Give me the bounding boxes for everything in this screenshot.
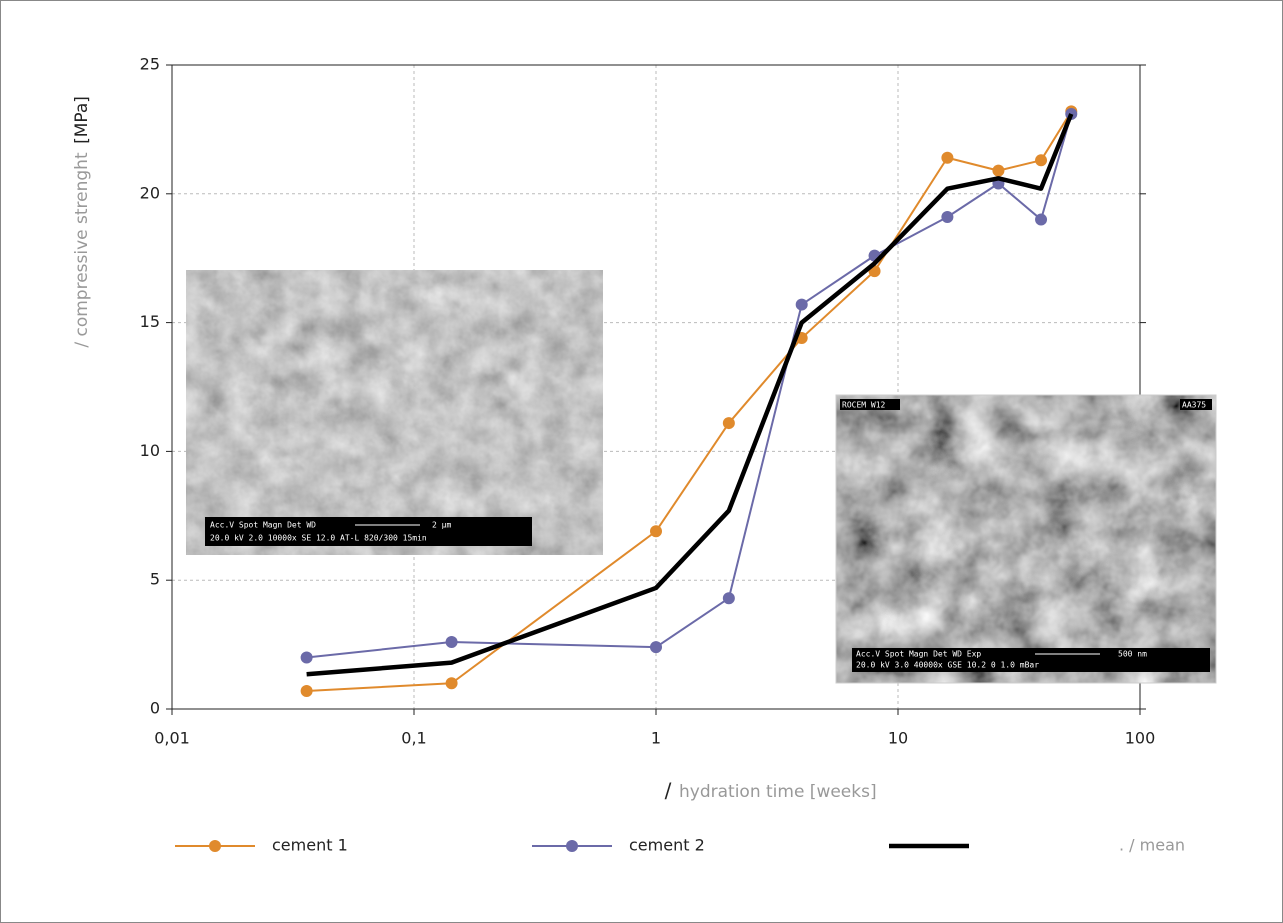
x-tick-label: 1 [651,729,661,748]
caption: AA375 [1182,401,1206,410]
caption: 500 nm [1118,650,1147,659]
legend-marker [566,840,578,852]
y-tick-label: 0 [150,699,160,718]
y-tick-label: 5 [150,570,160,589]
sem-photo [836,395,1216,683]
y-axis-label: / compressive strenght [72,152,92,348]
y-tick-label: 10 [140,441,160,460]
data-point [301,685,313,697]
inset-image: ROCEM W12 AA375 Acc.V Spot Magn Det WD E… [836,395,1216,683]
data-point [650,525,662,537]
y-axis-unit: [MPa] [72,96,92,144]
data-point [1035,154,1047,166]
x-axis-label-slash: / [665,779,672,803]
data-point [723,592,735,604]
data-point [301,651,313,663]
chart: 0 5 10 15 20 25 0,01 0,1 1 10 100 Acc.V Spot Magn … [0,0,1283,923]
caption: Acc.V Spot Magn Det WD [210,521,316,530]
x-tick-label: 0,01 [154,729,190,748]
y-tick-label: 20 [140,183,160,202]
caption: 2 µm [432,521,451,530]
x-axis-label: hydration time [weeks] [679,782,877,802]
data-point [941,152,953,164]
data-point [1035,214,1047,226]
inset-image: Acc.V Spot Magn Det WD 2 µm 20.0 kV 2.0 … [186,270,603,555]
caption: 20.0 kV 3.0 40000x GSE 10.2 0 1.0 mBar [856,661,1039,670]
data-point [992,165,1004,177]
caption: 20.0 kV 2.0 10000x SE 12.0 AT-L 820/300 … [210,534,427,543]
data-point [941,211,953,223]
data-point [723,417,735,429]
caption: ROCEM W12 [842,401,886,410]
y-tick-label: 15 [140,312,160,331]
data-point [446,677,458,689]
legend-label: . / mean [1119,836,1185,855]
caption: Acc.V Spot Magn Det WD Exp [856,650,981,659]
y-tick-label: 25 [140,55,160,74]
x-tick-label: 0,1 [401,729,426,748]
data-point [446,636,458,648]
legend-marker [209,840,221,852]
x-tick-label: 100 [1125,729,1156,748]
data-point [796,299,808,311]
x-tick-label: 10 [888,729,908,748]
legend-label: cement 1 [272,836,348,855]
data-point [650,641,662,653]
sem-photo [186,270,603,555]
legend-label: cement 2 [629,836,705,855]
